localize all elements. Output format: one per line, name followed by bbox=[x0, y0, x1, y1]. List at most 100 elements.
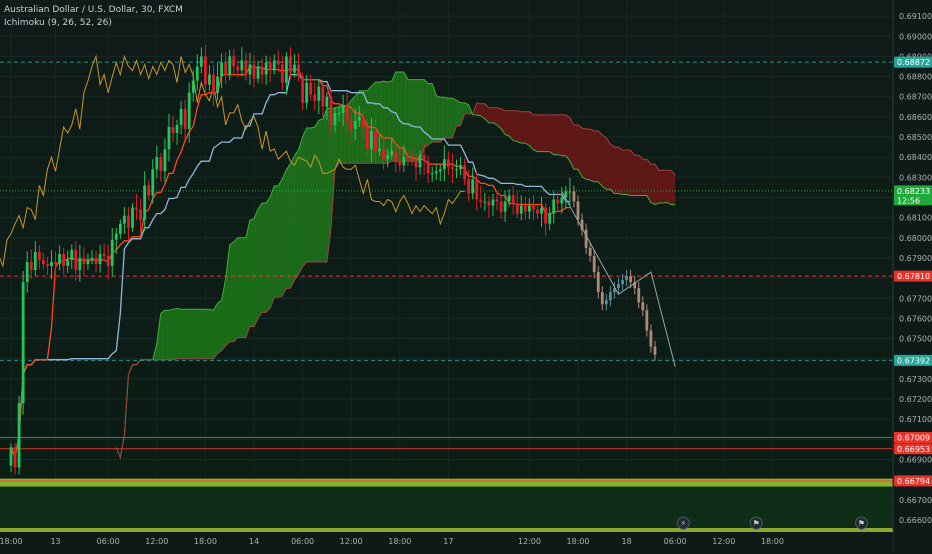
cloud-segment bbox=[298, 137, 303, 275]
time-tick-label: 12:00 bbox=[340, 537, 363, 546]
cloud-segment bbox=[193, 309, 198, 359]
projection-candle bbox=[576, 201, 580, 220]
candle-body bbox=[151, 169, 155, 196]
candle-body bbox=[74, 249, 78, 271]
candle-body bbox=[155, 157, 159, 170]
price-tick-label: 0.66700 bbox=[899, 496, 932, 505]
time-axis[interactable]: 18:00 13 06:00 12:00 18:00 14 06:00 12:00 18:00 1… bbox=[0, 530, 893, 550]
price-level-badge-bg bbox=[894, 56, 932, 68]
event-icons[interactable]: ⚡ ⚑ ⚑ bbox=[676, 516, 868, 530]
cloud-segment bbox=[432, 83, 437, 143]
cloud-segment bbox=[654, 164, 659, 205]
candle-body bbox=[528, 205, 531, 212]
candle-body bbox=[220, 62, 223, 77]
candle-body bbox=[86, 259, 90, 264]
candle-body bbox=[37, 251, 41, 260]
candle-body bbox=[341, 104, 345, 113]
cloud-segment bbox=[258, 203, 263, 319]
time-tick-label: 18 bbox=[622, 537, 632, 546]
candle-body bbox=[183, 108, 187, 129]
candle-body bbox=[317, 86, 321, 101]
candle-body bbox=[131, 207, 134, 228]
cloud-segment bbox=[326, 108, 331, 262]
cloud-segment bbox=[249, 218, 254, 327]
time-tick-label: 18:00 bbox=[566, 537, 589, 546]
candle-body bbox=[410, 159, 414, 162]
price-level-badge-bg bbox=[894, 443, 932, 455]
candle-body bbox=[171, 126, 175, 134]
price-tick-label: 0.68600 bbox=[899, 113, 932, 122]
support-band bbox=[0, 478, 893, 530]
candle-body bbox=[33, 251, 37, 271]
projection-candle bbox=[641, 302, 645, 311]
cloud-segment bbox=[663, 170, 668, 204]
time-tick-label: 06:00 bbox=[291, 537, 314, 546]
candle-body bbox=[123, 215, 126, 224]
cloud-segment bbox=[565, 114, 570, 162]
event-flag-icon-bg[interactable] bbox=[855, 516, 868, 530]
candle-body bbox=[163, 149, 167, 172]
event-flag-icon[interactable]: ⚑ bbox=[858, 519, 865, 528]
cloud-segment bbox=[569, 117, 574, 170]
cloud-segment bbox=[156, 313, 161, 360]
cloud-segment bbox=[541, 114, 546, 152]
flash-icon-bg[interactable] bbox=[676, 516, 690, 530]
cloud-segment bbox=[306, 127, 311, 262]
candle-body bbox=[175, 124, 179, 134]
candle-body bbox=[118, 223, 122, 234]
cloud-segment bbox=[501, 108, 506, 135]
projection-candle bbox=[592, 255, 596, 273]
cloud-segment bbox=[561, 114, 566, 156]
candle-body bbox=[361, 116, 365, 127]
candle-body bbox=[552, 199, 556, 214]
projection-candle bbox=[580, 219, 584, 230]
candle-body bbox=[179, 108, 183, 125]
candle-body bbox=[374, 130, 377, 152]
event-flag-icon-bg[interactable] bbox=[749, 516, 763, 530]
candle-body bbox=[21, 282, 25, 404]
cloud-segment bbox=[622, 150, 627, 195]
cloud-segment bbox=[492, 107, 497, 125]
cloud-segment bbox=[173, 308, 178, 360]
candle-body bbox=[309, 82, 313, 95]
cloud-segment bbox=[537, 114, 542, 152]
candle-body bbox=[187, 92, 191, 129]
candle-body bbox=[276, 60, 280, 65]
time-tick-label: 13 bbox=[50, 537, 60, 546]
candle-body bbox=[199, 56, 203, 67]
cloud-segment bbox=[233, 237, 238, 342]
time-tick-label: 18:00 bbox=[194, 537, 217, 546]
candle-body bbox=[536, 209, 539, 214]
cloud-segment bbox=[602, 135, 607, 190]
candle-body bbox=[507, 195, 511, 202]
event-flag-icon[interactable]: ⚑ bbox=[753, 519, 760, 528]
candle-body bbox=[503, 201, 507, 212]
candle-body bbox=[301, 76, 304, 103]
price-tick-label: 0.68000 bbox=[899, 234, 932, 243]
time-tick-label: 06:00 bbox=[97, 537, 120, 546]
cloud-segment bbox=[355, 90, 360, 164]
cloud-segment bbox=[245, 220, 250, 338]
cloud-segment bbox=[351, 96, 356, 164]
cloud-segment bbox=[229, 241, 234, 342]
cloud-segment bbox=[213, 303, 218, 359]
cloud-segment bbox=[505, 110, 510, 137]
candle-body bbox=[556, 199, 560, 204]
flash-icon[interactable]: ⚡ bbox=[680, 519, 686, 528]
candle-body bbox=[260, 66, 264, 75]
support-zone bbox=[0, 486, 893, 530]
candle-body bbox=[426, 161, 430, 174]
candle-body bbox=[467, 179, 471, 194]
candle-body bbox=[414, 161, 418, 168]
candle-body bbox=[54, 261, 57, 264]
candle-body bbox=[147, 185, 151, 196]
candle-body bbox=[216, 76, 219, 93]
candle-body bbox=[442, 159, 446, 170]
candle-body bbox=[13, 447, 17, 468]
cloud-segment bbox=[428, 83, 433, 146]
cloud-segment bbox=[181, 309, 186, 359]
cloud-segment bbox=[614, 147, 619, 194]
candle-body bbox=[70, 249, 74, 260]
